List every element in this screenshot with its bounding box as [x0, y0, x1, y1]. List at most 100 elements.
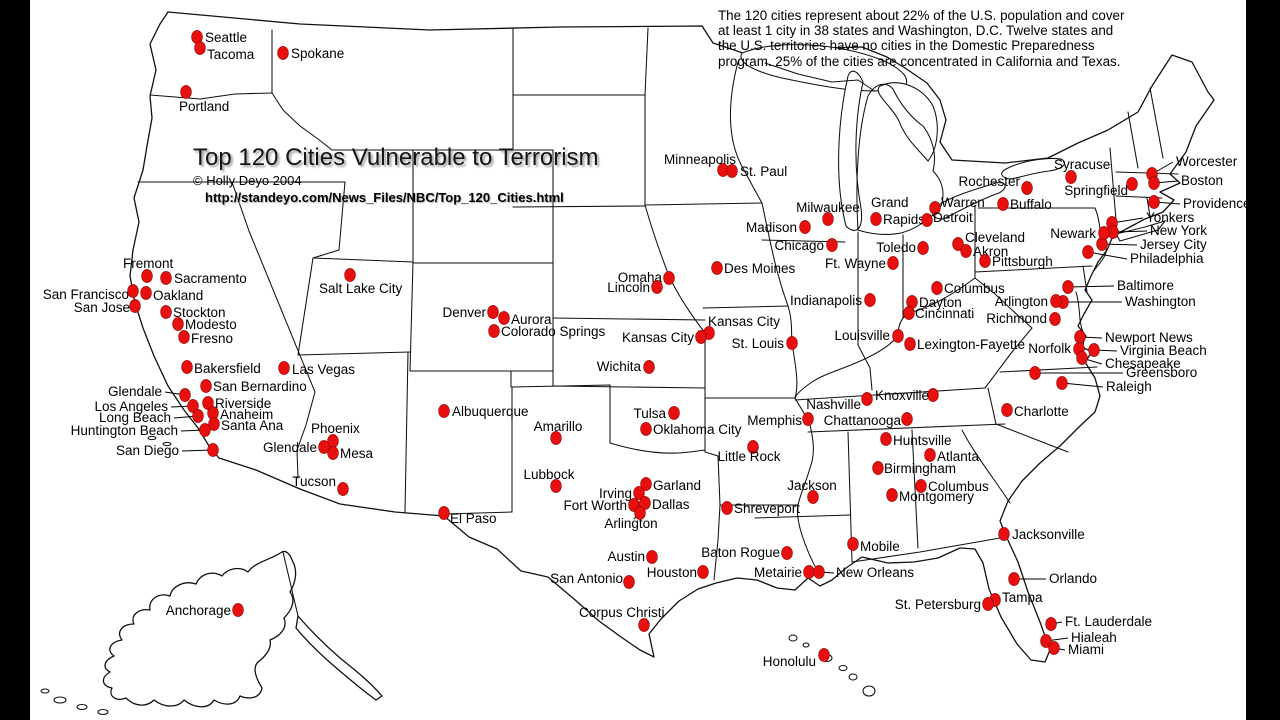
- city-label: Denver: [442, 305, 486, 320]
- city-label: Santa Ana: [221, 418, 284, 433]
- city-dot: [438, 506, 450, 520]
- city-dot: [695, 330, 707, 344]
- city-dot: [488, 324, 500, 338]
- city-label: New Orleans: [836, 565, 914, 580]
- city-label: Houston: [647, 565, 697, 580]
- city-dot: [904, 337, 916, 351]
- city-label: Oakland: [153, 288, 203, 303]
- city-label: San Antonio: [550, 571, 623, 586]
- continental-outline: [129, 11, 1215, 663]
- city-label: Birmingham: [884, 461, 956, 476]
- city-dot: [799, 220, 811, 234]
- city-label: Minneapolis: [664, 152, 736, 167]
- city-label: Honolulu: [763, 654, 816, 669]
- city-dot: [639, 496, 651, 510]
- great-lakes: [740, 44, 1065, 235]
- city-dot: [1049, 312, 1061, 326]
- city-label: Baton Rogue: [701, 545, 780, 560]
- city-label: Philadelphia: [1130, 251, 1204, 266]
- city-dot: [178, 330, 190, 344]
- city-dot: [786, 336, 798, 350]
- city-label: Fremont: [123, 256, 174, 271]
- city-dot: [747, 440, 759, 454]
- city-dot: [337, 482, 349, 496]
- city-dot: [160, 271, 172, 285]
- city-label: Bakersfield: [194, 361, 261, 376]
- city-label: Lincoln: [607, 280, 650, 295]
- city-dot: [818, 648, 830, 662]
- city-dot: [187, 399, 199, 413]
- state-borders: [137, 27, 1179, 581]
- city-dot: [1056, 376, 1068, 390]
- city-dot: [880, 432, 892, 446]
- city-dot: [1076, 351, 1088, 365]
- note-line: program. 25% of the cities are concentra…: [718, 53, 1121, 69]
- city-label: Indianapolis: [790, 293, 862, 308]
- city-label: Knoxville: [875, 388, 929, 403]
- city-label: Corpus Christi: [579, 605, 665, 620]
- city-label: Yonkers: [1146, 210, 1195, 225]
- city-label: Ft. Lauderdale: [1065, 614, 1152, 629]
- city-label: Omaha: [618, 270, 663, 285]
- city-dot: [344, 268, 356, 282]
- city-label: Portland: [179, 99, 229, 114]
- city-label: Milwaukee: [796, 200, 860, 215]
- city-dot: [887, 256, 899, 270]
- city-dot: [640, 477, 652, 491]
- city-label: Metairie: [754, 565, 802, 580]
- city-dot: [1126, 177, 1138, 191]
- city-label: Worcester: [1176, 154, 1238, 169]
- city-dot: [1050, 294, 1062, 308]
- city-label: Kansas City: [708, 314, 780, 329]
- city-dot: [901, 412, 913, 426]
- city-label: Garland: [653, 478, 701, 493]
- city-label: Cincinnati: [915, 306, 974, 321]
- city-dot: [498, 311, 510, 325]
- city-label: Jersey City: [1140, 237, 1207, 252]
- city-label: Mobile: [860, 539, 900, 554]
- city-label: St. Petersburg: [895, 597, 981, 612]
- city-dot: [141, 269, 153, 283]
- city-label: Greensboro: [1126, 365, 1197, 380]
- city-dot: [979, 254, 991, 268]
- city-dot: [181, 360, 193, 374]
- city-label: Chesapeake: [1105, 356, 1181, 371]
- city-dot: [487, 305, 499, 319]
- map-note: The 120 cities represent about 22% of th…: [718, 8, 1150, 69]
- city-label: Chicago: [774, 238, 824, 253]
- note-line: the U.S. territories have no cities in t…: [718, 38, 1095, 54]
- city-dot: [982, 597, 994, 611]
- city-dot: [1001, 403, 1013, 417]
- city-dot: [711, 261, 723, 275]
- city-dot: [1148, 195, 1160, 209]
- city-label: Little Rock: [717, 449, 780, 464]
- city-dot: [646, 550, 658, 564]
- city-dot: [929, 201, 941, 215]
- city-dot: [903, 306, 915, 320]
- city-label: Nashville: [806, 397, 861, 412]
- city-label: Irving: [599, 486, 632, 501]
- city-label: Wichita: [597, 359, 642, 374]
- city-dot: [207, 443, 219, 457]
- city-dot: [931, 281, 943, 295]
- city-label: Albuquerque: [452, 404, 529, 419]
- city-dot: [180, 85, 192, 99]
- city-label: Richmond: [986, 311, 1047, 326]
- city-label: El Paso: [450, 511, 497, 526]
- city-dot: [192, 409, 204, 423]
- city-dot: [917, 241, 929, 255]
- city-label: Colorado Springs: [501, 324, 606, 339]
- city-label: Dayton: [919, 295, 962, 310]
- city-dot: [1045, 617, 1057, 631]
- city-dot: [1088, 343, 1100, 357]
- city-dot: [199, 423, 211, 437]
- city-dot: [1065, 170, 1077, 184]
- city-label: Lubbock: [523, 467, 574, 482]
- city-label: Springfield: [1064, 183, 1128, 198]
- city-dot: [663, 271, 675, 285]
- city-dot: [781, 546, 793, 560]
- city-label: Charlotte: [1014, 404, 1069, 419]
- city-dot: [1062, 280, 1074, 294]
- city-dot: [927, 388, 939, 402]
